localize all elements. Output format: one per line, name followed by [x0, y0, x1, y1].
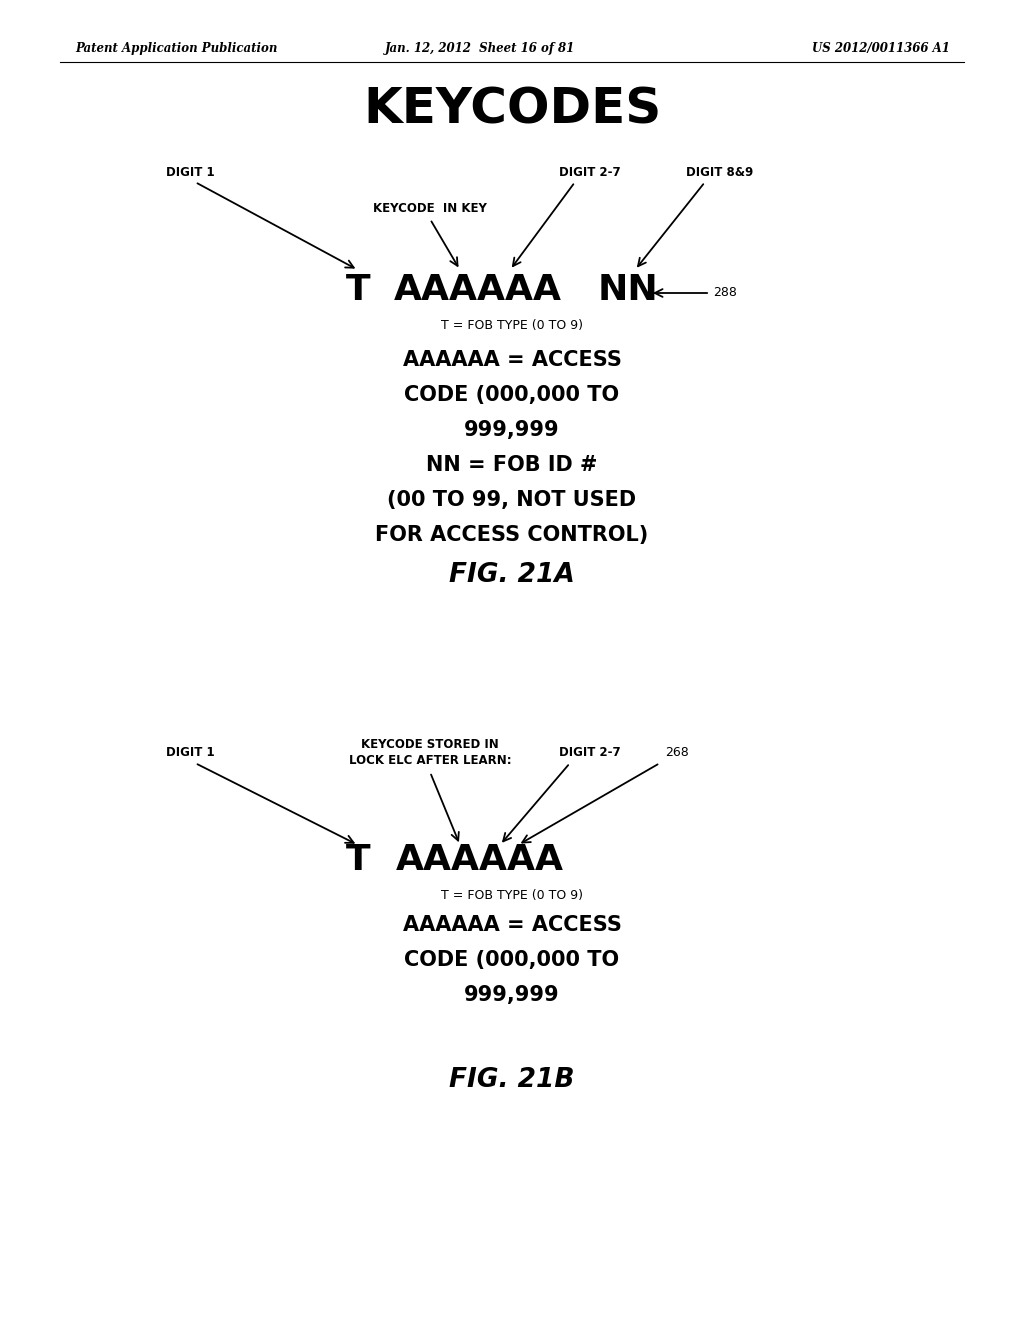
Text: CODE (000,000 TO: CODE (000,000 TO — [404, 385, 620, 405]
Text: (00 TO 99, NOT USED: (00 TO 99, NOT USED — [387, 490, 637, 510]
Text: T = FOB TYPE (0 TO 9): T = FOB TYPE (0 TO 9) — [441, 888, 583, 902]
Text: KEYCODES: KEYCODES — [362, 84, 662, 133]
Text: FIG. 21A: FIG. 21A — [450, 562, 574, 587]
Text: 999,999: 999,999 — [464, 985, 560, 1005]
Text: AAAAAA: AAAAAA — [396, 843, 564, 876]
Text: T = FOB TYPE (0 TO 9): T = FOB TYPE (0 TO 9) — [441, 318, 583, 331]
Text: NN = FOB ID #: NN = FOB ID # — [426, 455, 598, 475]
Text: FOR ACCESS CONTROL): FOR ACCESS CONTROL) — [376, 525, 648, 545]
Text: US 2012/0011366 A1: US 2012/0011366 A1 — [812, 42, 950, 55]
Text: NN: NN — [598, 273, 658, 308]
Text: DIGIT 2-7: DIGIT 2-7 — [559, 166, 621, 180]
Text: DIGIT 1: DIGIT 1 — [166, 747, 214, 759]
Text: 268: 268 — [665, 747, 689, 759]
Text: CODE (000,000 TO: CODE (000,000 TO — [404, 950, 620, 970]
Text: 288: 288 — [713, 286, 737, 300]
Text: Patent Application Publication: Patent Application Publication — [75, 42, 278, 55]
Text: Jan. 12, 2012  Sheet 16 of 81: Jan. 12, 2012 Sheet 16 of 81 — [385, 42, 575, 55]
Text: KEYCODE STORED IN: KEYCODE STORED IN — [361, 738, 499, 751]
Text: T: T — [346, 843, 371, 876]
Text: FIG. 21B: FIG. 21B — [450, 1067, 574, 1093]
Text: DIGIT 8&9: DIGIT 8&9 — [686, 166, 754, 180]
Text: DIGIT 1: DIGIT 1 — [166, 166, 214, 180]
Text: T: T — [346, 273, 371, 308]
Text: DIGIT 2-7: DIGIT 2-7 — [559, 747, 621, 759]
Text: AAAAAA = ACCESS: AAAAAA = ACCESS — [402, 915, 622, 935]
Text: KEYCODE  IN KEY: KEYCODE IN KEY — [373, 202, 487, 214]
Text: LOCK ELC AFTER LEARN:: LOCK ELC AFTER LEARN: — [349, 754, 511, 767]
Text: 999,999: 999,999 — [464, 420, 560, 440]
Text: AAAAAA = ACCESS: AAAAAA = ACCESS — [402, 350, 622, 370]
Text: AAAAAA: AAAAAA — [394, 273, 562, 308]
